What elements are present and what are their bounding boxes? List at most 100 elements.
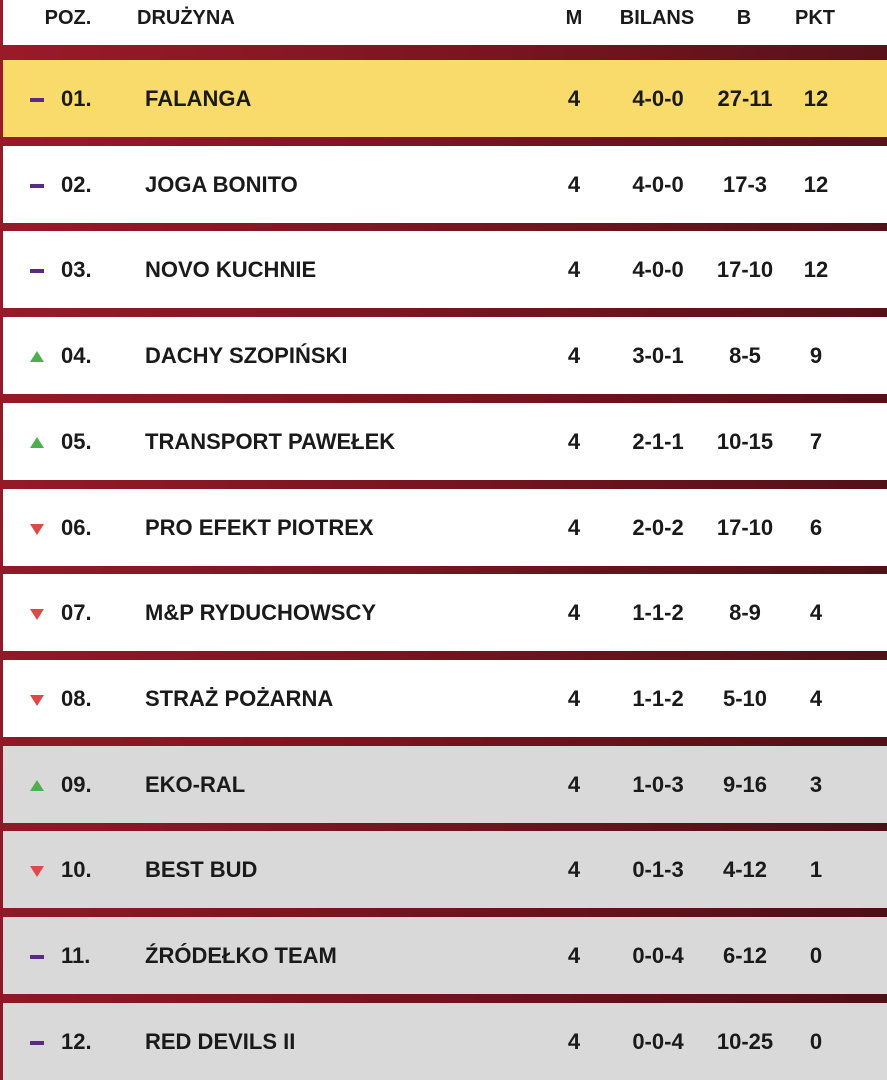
cell-record: 2-0-2 <box>632 514 684 540</box>
trend-same <box>30 98 44 102</box>
trend-icon <box>30 351 44 363</box>
trend-icon <box>30 1040 44 1045</box>
cell-team: PRO EFEKT PIOTREX <box>145 514 374 540</box>
cell-record: 4-0-0 <box>632 257 684 283</box>
trend-down <box>30 609 44 621</box>
header-row: POZ. DRUŻYNA M BILANS B PKT <box>3 0 887 45</box>
cell-goals: 17-10 <box>716 514 774 540</box>
cell-matches: 4 <box>567 343 581 369</box>
trend-icon <box>30 98 44 102</box>
cell-position: 06. <box>61 514 92 540</box>
cell-goals: 4-12 <box>722 857 768 883</box>
cell-points: 0 <box>809 1028 823 1054</box>
cell-team: JOGA BONITO <box>145 171 298 197</box>
cell-record: 1-0-3 <box>632 771 684 797</box>
cell-record: 0-0-4 <box>632 943 684 968</box>
table-row: 11. ŹRÓDEŁKO TEAM 4 0-0-4 6-12 0 <box>3 917 887 994</box>
table-row: 08. STRAŻ POŻARNA 4 1-1-2 5-10 4 <box>3 659 887 737</box>
cell-record: 0-0-4 <box>632 1028 684 1054</box>
header-cell: DRUŻYNA <box>137 7 235 29</box>
trend-same <box>30 269 44 274</box>
cell-team: STRAŻ POŻARNA <box>145 685 334 711</box>
cell-position: 04. <box>61 343 92 369</box>
header-cell: BILANS <box>619 7 695 29</box>
trend-up <box>30 779 44 791</box>
cell-matches: 4 <box>567 257 581 283</box>
cell-points: 4 <box>809 685 823 711</box>
cell-points: 6 <box>809 514 823 540</box>
table-row: 04. DACHY SZOPIŃSKI 4 3-0-1 8-5 9 <box>3 317 887 395</box>
cell-position: 02. <box>61 171 92 197</box>
cell-matches: 4 <box>567 685 581 711</box>
cell-matches: 4 <box>567 171 581 197</box>
trend-icon <box>30 269 44 274</box>
cell-matches: 4 <box>567 86 581 111</box>
cell-position: 03. <box>61 257 92 283</box>
table-row: 06. PRO EFEKT PIOTREX 4 2-0-2 17-10 6 <box>3 488 887 566</box>
cell-points: 12 <box>803 86 829 111</box>
trend-icon <box>30 523 44 535</box>
cell-goals: 8-9 <box>729 600 761 626</box>
cell-points: 4 <box>809 600 823 626</box>
cell-points: 12 <box>803 257 829 283</box>
trend-icon <box>30 609 44 621</box>
trend-icon <box>30 183 44 188</box>
table-row: 07. M&P RYDUCHOWSCY 4 1-1-2 8-9 4 <box>3 574 887 652</box>
trend-same <box>30 183 44 188</box>
trend-up <box>30 351 44 363</box>
cell-team: M&P RYDUCHOWSCY <box>145 600 377 626</box>
cell-matches: 4 <box>567 514 581 540</box>
header-cell: B <box>736 7 752 29</box>
header-cell: M <box>565 7 583 29</box>
cell-team: DACHY SZOPIŃSKI <box>145 343 348 369</box>
cell-points: 7 <box>809 428 823 454</box>
cell-position: 09. <box>61 771 92 797</box>
table-row: 10. BEST BUD 4 0-1-3 4-12 1 <box>3 831 887 909</box>
table-row: 03. NOVO KUCHNIE 4 4-0-0 17-10 12 <box>3 231 887 309</box>
cell-position: 11. <box>61 943 91 968</box>
trend-icon <box>30 955 44 959</box>
cell-matches: 4 <box>567 943 581 968</box>
cell-record: 4-0-0 <box>632 86 684 111</box>
cell-record: 0-1-3 <box>632 857 684 883</box>
trend-down <box>30 523 44 535</box>
table-row: 01. FALANGA 4 4-0-0 27-11 12 <box>3 60 887 137</box>
cell-goals: 17-3 <box>722 171 768 197</box>
trend-same <box>30 1040 44 1045</box>
cell-goals: 6-12 <box>722 943 768 968</box>
trend-icon <box>30 436 44 448</box>
cell-goals: 27-11 <box>717 86 773 111</box>
cell-matches: 4 <box>567 857 581 883</box>
header-cell: PKT <box>795 7 835 29</box>
cell-matches: 4 <box>567 1028 581 1054</box>
cell-matches: 4 <box>567 771 581 797</box>
cell-team: FALANGA <box>145 86 252 111</box>
cell-record: 1-1-2 <box>632 685 684 711</box>
cell-record: 2-1-1 <box>632 428 684 454</box>
cell-team: BEST BUD <box>145 857 258 883</box>
cell-matches: 4 <box>567 600 581 626</box>
cell-points: 3 <box>809 771 823 797</box>
cell-points: 0 <box>809 943 823 968</box>
trend-down <box>30 866 44 878</box>
header-cell: POZ. <box>44 7 92 29</box>
cell-matches: 4 <box>567 428 581 454</box>
cell-points: 1 <box>809 857 823 883</box>
cell-position: 12. <box>61 1028 92 1054</box>
trend-down <box>30 694 44 706</box>
cell-position: 08. <box>61 685 92 711</box>
trend-same <box>30 955 44 959</box>
cell-record: 4-0-0 <box>632 171 684 197</box>
cell-points: 12 <box>803 171 829 197</box>
cell-team: TRANSPORT PAWEŁEK <box>145 428 396 454</box>
trend-icon <box>30 694 44 706</box>
cell-goals: 17-10 <box>716 257 774 283</box>
cell-team: NOVO KUCHNIE <box>145 257 317 283</box>
cell-team: RED DEVILS II <box>145 1028 296 1054</box>
cell-goals: 10-25 <box>716 1028 774 1054</box>
cell-record: 3-0-1 <box>632 343 684 369</box>
trend-up <box>30 436 44 448</box>
cell-record: 1-1-2 <box>632 600 684 626</box>
trend-icon <box>30 779 44 791</box>
